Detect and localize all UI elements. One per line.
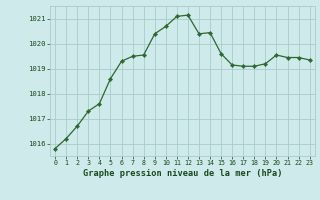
X-axis label: Graphe pression niveau de la mer (hPa): Graphe pression niveau de la mer (hPa) xyxy=(83,169,282,178)
